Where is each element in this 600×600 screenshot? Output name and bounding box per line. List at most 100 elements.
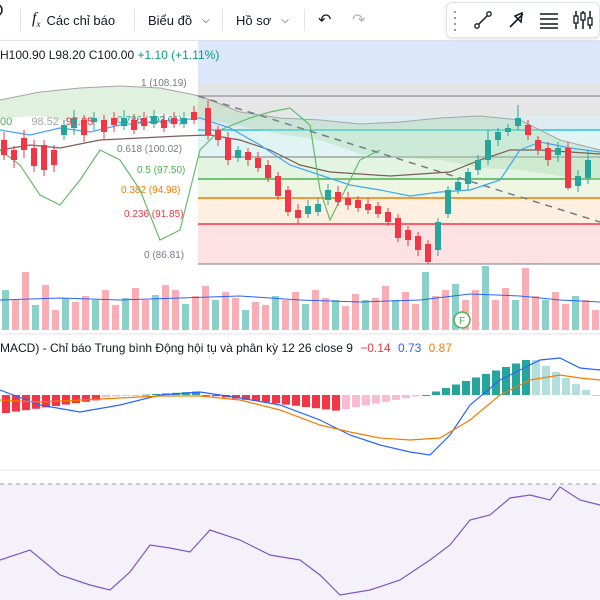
macd-histogram-bar [192, 391, 200, 395]
macd-histogram-bar [312, 395, 320, 409]
chevron-down-icon: ⌵ [202, 14, 210, 26]
ichimoku-value-c: 97.85 [65, 116, 94, 128]
template-menu-label: Hồ sơ [236, 12, 272, 28]
macd-signal-line [0, 374, 600, 441]
candle-body [255, 158, 261, 168]
macd-histogram-bar [362, 395, 370, 406]
candle-body [21, 138, 27, 150]
chart-menu-label: Biểu đồ [148, 12, 193, 28]
volume-bar [492, 300, 499, 330]
candle-body [515, 118, 521, 126]
fib-label-618: 0.618 (100.02) [117, 144, 182, 155]
candle-body [295, 210, 301, 218]
arrow-tool-icon[interactable] [505, 8, 529, 32]
ichimoku-legend: 00 98.52 97.85 [0, 116, 93, 128]
volume-bar [252, 302, 259, 330]
volume-bar [32, 305, 39, 330]
ohlc-legend: H100.90 L98.20 C100.00 +1.10 (+1.11%) [0, 48, 219, 62]
indicators-label: Các chỉ báo [46, 12, 116, 28]
macd-histogram-bar [242, 395, 250, 400]
macd-histogram-bar [2, 395, 10, 413]
template-menu-button[interactable]: Hồ sơ ⌵ [236, 0, 289, 40]
fib-zone-5 [198, 157, 600, 179]
macd-histogram-bar [532, 360, 540, 395]
ohlc-low: L98.20 [48, 48, 86, 62]
candle-body [585, 160, 591, 178]
fib-zone-1 [198, 84, 600, 116]
candle-body [495, 132, 501, 140]
redo-button[interactable]: ↷ [352, 0, 365, 40]
volume-bar [502, 288, 509, 330]
macd-histogram-value: −0.14 [360, 341, 391, 355]
undo-button[interactable]: ↶ [318, 0, 331, 40]
macd-histogram-bar [522, 360, 530, 395]
trend-line [197, 95, 600, 223]
volume-bar [402, 292, 409, 330]
macd-histogram-bar [402, 395, 410, 399]
macd-histogram-bar [252, 395, 260, 401]
trend-line-icon[interactable] [471, 8, 495, 32]
candle-body [265, 165, 271, 178]
candle-body [51, 150, 57, 165]
macd-histogram-bar [92, 395, 100, 401]
candle-body [41, 145, 47, 170]
macd-legend[interactable]: MACD) - Chỉ báo Trung bình Động hội tụ v… [0, 341, 452, 355]
fib-tool-icon[interactable] [537, 8, 561, 32]
candle-body [245, 152, 251, 160]
candle-body [71, 118, 77, 128]
macd-histogram-bar [452, 384, 460, 395]
ohlc-close: C100.00 [88, 48, 135, 62]
candle-body [475, 160, 481, 170]
macd-histogram-bar [152, 394, 160, 395]
fib-retracement[interactable]: 1 (108.19) 0.786 (103.61) 0.618 (100.02)… [117, 40, 600, 265]
macd-histogram-bar [332, 395, 340, 411]
candle-body [215, 130, 221, 140]
macd-histogram-bar [512, 363, 520, 395]
candle-body [455, 182, 461, 190]
candle-body [61, 125, 67, 135]
macd-histogram-bar [462, 381, 470, 395]
macd-histogram-bar [282, 395, 290, 405]
candle-body [465, 172, 471, 184]
macd-histogram-bar [272, 395, 280, 404]
macd-histogram-bar [392, 395, 400, 400]
candle-body [31, 148, 37, 166]
volume-bar [12, 300, 19, 330]
indicators-button[interactable]: fx Các chỉ báo [32, 0, 115, 40]
volume-bar [272, 296, 279, 330]
candle-body [505, 128, 511, 132]
macd-histogram-bar [202, 395, 210, 396]
volume-bar [122, 298, 129, 330]
volume-bar [562, 304, 569, 330]
drawing-toolbar [446, 2, 600, 38]
candle-body [285, 190, 291, 212]
macd-histogram-bar [562, 378, 570, 395]
candle-body [365, 204, 371, 210]
candle-body [485, 140, 491, 160]
candle-body [335, 192, 341, 202]
volume-bars [2, 266, 599, 330]
long-position-icon[interactable] [571, 8, 595, 32]
candle-body [205, 108, 211, 135]
fib-label-0: 0 (86.81) [144, 250, 184, 261]
candle-body [385, 212, 391, 222]
volume-bar [512, 300, 519, 330]
macd-histogram-bar [302, 395, 310, 407]
macd-histogram-bar [62, 395, 70, 405]
macd-histogram-bar [22, 395, 30, 411]
macd-histogram-bar [412, 395, 420, 397]
volume-bar [22, 272, 29, 330]
chart-menu-button[interactable]: Biểu đồ ⌵ [148, 0, 210, 40]
volume-bar [342, 306, 349, 330]
redo-icon: ↷ [352, 12, 366, 29]
volume-bar [382, 286, 389, 330]
macd-histogram-bar [292, 395, 300, 406]
candle-body [225, 138, 231, 160]
volume-bar [102, 290, 109, 330]
fib-label-5: 0.5 (97.50) [137, 165, 185, 176]
fib-zone-618 [198, 130, 600, 157]
macd-histogram-bar [352, 395, 360, 408]
ohlc-high: H100.90 [0, 48, 46, 62]
volume-bar [202, 286, 209, 330]
